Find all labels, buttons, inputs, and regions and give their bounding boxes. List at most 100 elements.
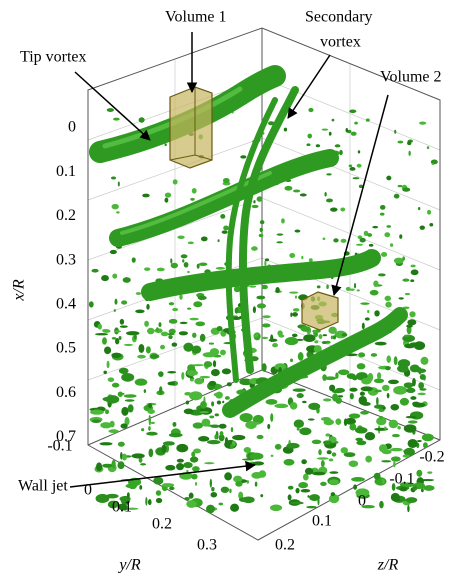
blob <box>417 207 421 211</box>
blob <box>399 486 408 492</box>
blob <box>418 382 425 389</box>
blob <box>401 482 415 488</box>
blob <box>181 372 185 380</box>
blob <box>298 482 309 489</box>
blob <box>299 193 307 197</box>
blob <box>251 204 259 209</box>
blob <box>397 426 401 430</box>
blob <box>405 387 416 393</box>
blob <box>210 491 218 498</box>
blob <box>350 131 357 136</box>
blob <box>131 453 145 459</box>
blob <box>91 419 102 424</box>
blob <box>146 431 158 436</box>
blob <box>254 481 258 487</box>
blob <box>113 117 120 121</box>
blob <box>410 269 419 276</box>
blob <box>113 309 116 312</box>
blob <box>307 133 313 139</box>
blob <box>357 150 361 154</box>
blob <box>214 413 219 417</box>
x-tick-label: 0.4 <box>56 295 76 312</box>
blob <box>386 392 390 399</box>
blob <box>405 497 418 503</box>
blob <box>232 434 246 441</box>
blob <box>381 478 385 484</box>
blob <box>316 285 321 289</box>
blob <box>111 382 120 388</box>
blob <box>172 421 177 427</box>
blob <box>117 441 125 447</box>
blob <box>301 255 304 260</box>
blob <box>328 131 332 136</box>
blob <box>345 286 351 291</box>
blob <box>300 488 311 493</box>
blob <box>413 341 426 351</box>
blob <box>404 343 416 349</box>
blob <box>348 413 361 419</box>
blob <box>116 211 120 214</box>
blob <box>145 497 148 506</box>
blob <box>198 262 208 266</box>
blob <box>109 249 117 255</box>
blob <box>277 330 283 337</box>
blob <box>323 398 332 402</box>
blob <box>88 301 94 308</box>
blob <box>405 415 417 419</box>
blob <box>360 410 369 415</box>
blob <box>367 309 370 314</box>
blob <box>95 333 109 336</box>
blob <box>390 447 403 452</box>
blob <box>111 336 117 340</box>
blob <box>253 200 256 204</box>
blob <box>403 334 411 337</box>
blob <box>379 212 385 216</box>
blob <box>307 418 315 421</box>
blob <box>332 393 339 402</box>
blob <box>308 258 313 263</box>
blob <box>172 179 178 185</box>
blob <box>186 370 198 376</box>
blob <box>388 419 399 429</box>
blob <box>427 471 433 474</box>
blob <box>399 498 408 502</box>
blob <box>268 121 275 126</box>
blob <box>131 257 136 263</box>
blob <box>176 458 184 463</box>
blob <box>276 233 284 236</box>
blob <box>178 331 188 336</box>
blob <box>118 367 129 374</box>
blob <box>259 227 263 232</box>
blob <box>338 369 350 376</box>
blob <box>292 312 298 317</box>
blob <box>209 478 213 488</box>
blob <box>141 428 145 432</box>
blob <box>274 363 287 371</box>
blob <box>381 460 392 463</box>
blob <box>374 341 387 346</box>
blob <box>386 355 392 363</box>
blob <box>238 491 244 500</box>
blob <box>326 450 332 455</box>
z-tick-label: -0.2 <box>419 449 444 466</box>
blob <box>107 500 119 509</box>
blob <box>393 498 401 502</box>
blob <box>187 270 190 274</box>
blob <box>407 319 417 326</box>
blob <box>104 346 112 355</box>
blob <box>355 243 363 246</box>
blob <box>408 150 411 156</box>
blob <box>316 457 329 460</box>
blob <box>423 485 435 491</box>
y-tick-label: -0.1 <box>47 438 72 455</box>
blob <box>99 442 113 446</box>
blob <box>308 402 321 411</box>
blob <box>351 375 358 381</box>
vortex-tubes <box>89 65 408 418</box>
blob <box>256 434 264 440</box>
blob <box>323 419 335 426</box>
blob <box>321 341 328 345</box>
tick-labels: 00.10.20.30.40.50.60.7-0.100.10.20.3-0.2… <box>47 119 444 554</box>
blob <box>143 389 147 394</box>
blob <box>367 372 374 382</box>
